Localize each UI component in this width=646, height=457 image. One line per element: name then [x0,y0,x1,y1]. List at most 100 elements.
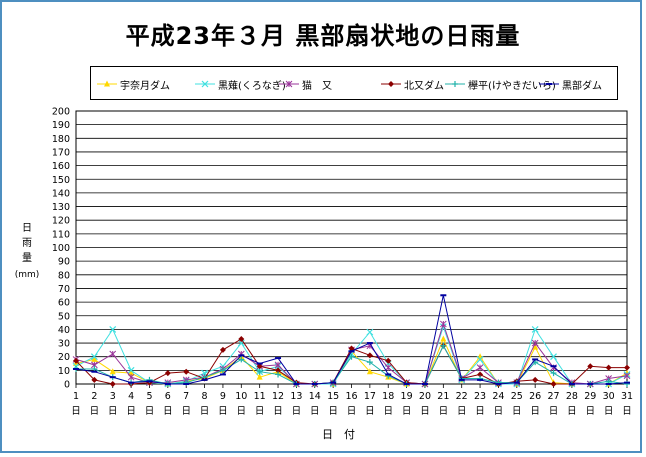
legend-item: 宇奈月ダム [97,77,170,92]
x-tick-unit: 日 [310,406,320,417]
data-point [183,368,190,375]
y-tick-label: 30 [58,339,70,350]
x-tick-unit: 日 [126,406,136,417]
data-point [109,325,117,333]
data-point [624,364,630,371]
data-point [366,328,374,336]
y-tick-label: 180 [52,134,70,145]
x-tick-label: 3 [110,391,116,402]
x-tick-label: 30 [603,391,615,402]
x-tick-unit: 日 [200,406,210,417]
y-tick-label: 150 [52,175,70,186]
x-tick-label: 14 [309,391,321,402]
y-axis-label: 日雨量 (mm) [12,222,42,282]
x-tick-unit: 日 [457,406,467,417]
y-tick-label: 170 [52,147,70,158]
data-point [587,363,594,370]
legend-label: 猫 又 [302,80,332,92]
x-tick-unit: 日 [439,406,449,417]
data-point [477,353,484,360]
x-tick-unit: 日 [512,406,522,417]
x-tick-unit: 日 [328,406,338,417]
data-point [219,367,226,374]
x-tick-label: 11 [254,391,266,402]
x-tick-label: 4 [128,391,134,402]
y-tick-label: 50 [58,311,70,322]
legend-item: 黒部ダム [539,77,602,92]
y-axis-label-char: 日 [22,223,32,234]
legend: 宇奈月ダム 黒薙(くろなぎ) 猫 又 北又ダム 欅平(けやきだいら) 黒部ダム [90,66,618,100]
y-tick-label: 200 [52,107,70,118]
x-tick-unit: 日 [567,406,577,417]
x-tick-label: 24 [492,391,504,402]
legend-item: 北又ダム [381,77,444,92]
x-tick-unit: 日 [549,406,559,417]
x-tick-label: 10 [235,391,247,402]
x-tick-label: 25 [511,391,523,402]
data-point [532,376,539,383]
y-tick-label: 100 [52,243,70,254]
data-point [73,357,79,364]
x-tick-label: 6 [165,391,171,402]
legend-marker [104,80,110,87]
data-point [91,355,98,362]
x-tick-label: 9 [220,391,226,402]
x-tick-label: 31 [621,391,633,402]
data-point [532,343,539,350]
legend-swatch [539,83,559,85]
data-point [477,371,484,378]
y-tick-label: 40 [58,325,70,336]
y-tick-label: 20 [58,352,70,363]
data-point [238,335,245,342]
data-point [366,352,373,359]
legend-swatch [97,80,117,87]
x-tick-label: 18 [382,391,394,402]
data-point [90,353,98,361]
data-point [366,359,373,366]
data-point [623,372,631,380]
x-tick-label: 19 [401,391,413,402]
x-tick-label: 12 [272,391,284,402]
data-point [550,381,557,387]
x-tick-label: 2 [91,391,97,402]
x-tick-label: 17 [364,391,376,402]
y-tick-label: 80 [58,270,70,281]
y-tick-label: 110 [52,229,70,240]
y-tick-label: 60 [58,298,70,309]
x-tick-label: 15 [327,391,339,402]
data-point [219,346,226,353]
y-tick-label: 140 [52,188,70,199]
x-tick-unit: 日 [365,406,375,417]
data-point [440,342,447,349]
x-tick-unit: 日 [383,406,393,417]
y-axis-label-char: 量 [22,253,32,264]
data-point [476,364,484,371]
x-tick-unit: 日 [292,406,302,417]
x-tick-label: 8 [202,391,208,402]
x-tick-label: 20 [419,391,431,402]
x-tick-unit: 日 [622,406,632,417]
series-4 [73,335,630,387]
legend-label: 欅平(けやきだいら) [468,80,556,92]
y-tick-label: 10 [58,366,70,377]
x-tick-label: 7 [183,391,189,402]
legend-marker [388,81,394,87]
data-point [531,325,539,333]
legend-label: 北又ダム [404,80,444,92]
x-tick-unit: 日 [71,406,81,417]
x-tick-unit: 日 [475,406,485,417]
x-tick-unit: 日 [420,406,430,417]
y-axis-label-char: 雨 [22,238,32,249]
data-point [366,368,373,375]
x-axis-label: 日 付 [322,428,355,441]
legend-item: 欅平(けやきだいら) [445,77,556,92]
data-point [440,335,447,342]
data-point [164,370,171,377]
legend-marker [201,80,209,88]
y-tick-label: 130 [52,202,70,213]
data-point [237,339,245,347]
x-tick-unit: 日 [530,406,540,417]
data-point [275,367,282,374]
x-tick-label: 22 [456,391,468,402]
legend-label: 黒部ダム [562,80,602,92]
